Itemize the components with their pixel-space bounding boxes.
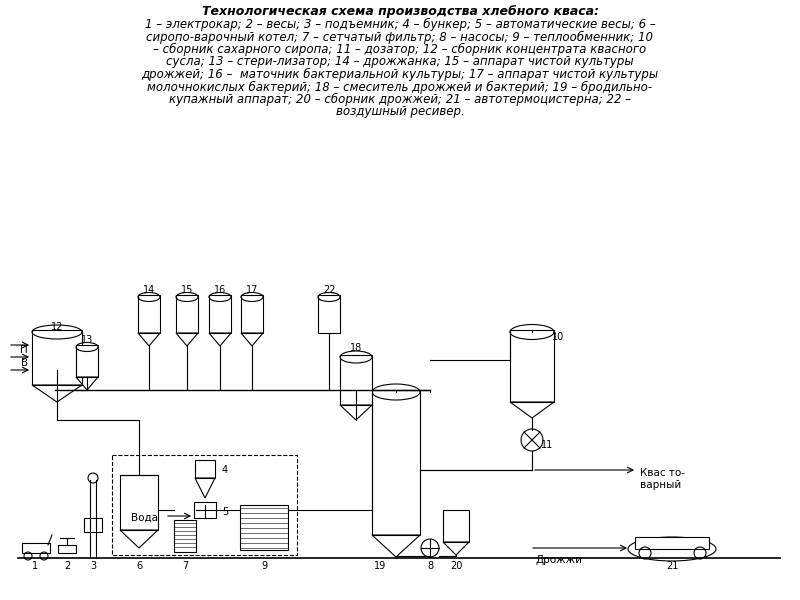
Text: 5: 5	[222, 507, 228, 517]
Text: 2: 2	[64, 561, 70, 571]
Text: 6: 6	[136, 561, 142, 571]
Bar	[174, 520, 196, 552]
Bar	[209, 295, 231, 333]
Text: 1 – электрокар; 2 – весы; 3 – подъемник; 4 – бункер; 5 – автоматические весы; 6 : 1 – электрокар; 2 – весы; 3 – подъемник;…	[145, 18, 655, 31]
Bar	[58, 545, 76, 553]
Text: воздушный ресивер.: воздушный ресивер.	[336, 106, 464, 118]
Bar	[443, 510, 469, 542]
Text: 4: 4	[222, 465, 228, 475]
Text: 7: 7	[182, 561, 188, 571]
Bar	[32, 330, 82, 385]
Text: 11: 11	[541, 440, 553, 450]
Text: Технологическая схема производства хлебного кваса:: Технологическая схема производства хлебн…	[202, 5, 598, 18]
Text: сусла; 13 – стери-лизатор; 14 – дрожжанка; 15 – аппарат чистой культуры: сусла; 13 – стери-лизатор; 14 – дрожжанк…	[166, 55, 634, 68]
Text: 10: 10	[552, 332, 564, 342]
Bar	[138, 295, 160, 333]
Bar	[176, 295, 198, 333]
Text: 1: 1	[32, 561, 38, 571]
Bar	[194, 502, 216, 518]
Text: 20: 20	[450, 561, 462, 571]
Text: – сборник сахарного сиропа; 11 – дозатор; 12 – сборник концентрата квасного: – сборник сахарного сиропа; 11 – дозатор…	[154, 43, 646, 56]
Text: дрожжей; 16 –  маточник бактериальной культуры; 17 – аппарат чистой культуры: дрожжей; 16 – маточник бактериальной кул…	[142, 68, 658, 81]
Text: 14: 14	[143, 285, 155, 295]
Text: 18: 18	[350, 343, 362, 353]
Bar	[22, 543, 50, 553]
Text: 22: 22	[322, 285, 335, 295]
Text: 17: 17	[246, 285, 258, 295]
Bar	[340, 355, 372, 405]
Text: 21: 21	[666, 561, 678, 571]
Text: 13: 13	[81, 335, 93, 345]
Bar	[112, 455, 297, 555]
Bar	[318, 295, 340, 333]
Text: 3: 3	[90, 561, 96, 571]
Text: Дрожжи: Дрожжи	[535, 555, 582, 565]
Text: 15: 15	[181, 285, 193, 295]
Bar	[240, 505, 288, 550]
Bar	[120, 475, 158, 530]
Text: 16: 16	[214, 285, 226, 295]
Text: В: В	[21, 358, 28, 368]
Text: 9: 9	[261, 561, 267, 571]
Bar	[372, 390, 420, 535]
Bar	[76, 345, 98, 377]
Text: 12: 12	[51, 322, 63, 332]
Bar	[635, 537, 709, 549]
Text: П: П	[20, 345, 28, 355]
Text: купажный аппарат; 20 – сборник дрожжей; 21 – автотермоцистерна; 22 –: купажный аппарат; 20 – сборник дрожжей; …	[169, 93, 631, 106]
Bar	[84, 518, 102, 532]
Text: Квас то-
варный: Квас то- варный	[640, 468, 685, 490]
Bar	[241, 295, 263, 333]
Text: 8: 8	[427, 561, 433, 571]
Bar	[510, 330, 554, 402]
Text: молочнокислых бактерий; 18 – смеситель дрожжей и бактерий; 19 – бродильно-: молочнокислых бактерий; 18 – смеситель д…	[147, 80, 653, 94]
Text: сиропо-варочный котел; 7 – сетчатый фильтр; 8 – насосы; 9 – теплообменник; 10: сиропо-варочный котел; 7 – сетчатый филь…	[146, 31, 654, 44]
Text: Вода: Вода	[131, 513, 158, 523]
Text: 19: 19	[374, 561, 386, 571]
Bar	[195, 460, 215, 478]
